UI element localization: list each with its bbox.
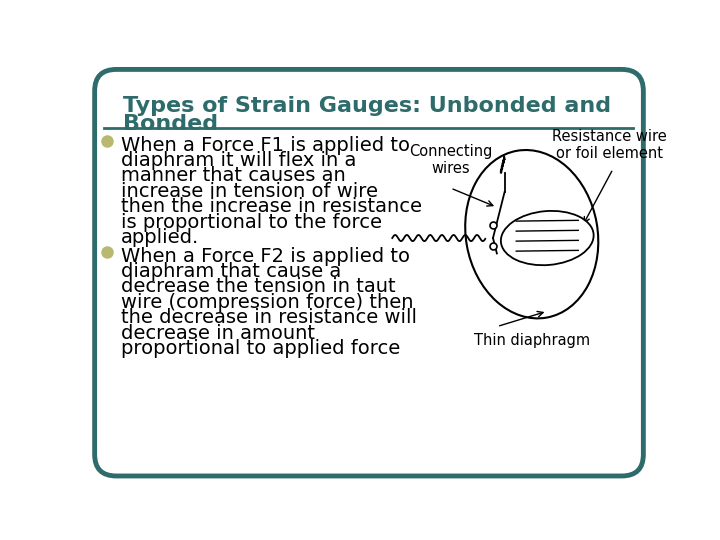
Text: proportional to applied force: proportional to applied force <box>121 339 400 358</box>
FancyBboxPatch shape <box>94 70 644 476</box>
Text: Types of Strain Gauges: Unbonded and: Types of Strain Gauges: Unbonded and <box>122 96 611 116</box>
Text: diaphram that cause a: diaphram that cause a <box>121 262 341 281</box>
Text: applied.: applied. <box>121 228 199 247</box>
Text: decrease in amount: decrease in amount <box>121 323 315 342</box>
Text: diaphram it will flex in a: diaphram it will flex in a <box>121 151 356 170</box>
Text: then the increase in resistance: then the increase in resistance <box>121 197 422 216</box>
Ellipse shape <box>501 211 593 265</box>
Ellipse shape <box>465 150 598 319</box>
Text: Thin diaphragm: Thin diaphragm <box>474 333 590 348</box>
Text: Connecting
wires: Connecting wires <box>409 144 492 177</box>
Text: manner that causes an: manner that causes an <box>121 166 346 185</box>
Text: is proportional to the force: is proportional to the force <box>121 213 382 232</box>
Text: wire (compression force) then: wire (compression force) then <box>121 293 413 312</box>
Text: Bonded: Bonded <box>122 114 217 134</box>
Text: When a Force F1 is applied to: When a Force F1 is applied to <box>121 136 410 154</box>
Text: When a Force F2 is applied to: When a Force F2 is applied to <box>121 247 410 266</box>
Text: decrease the tension in taut: decrease the tension in taut <box>121 278 395 296</box>
Text: Resistance wire
or foil element: Resistance wire or foil element <box>552 129 667 161</box>
Text: the decrease in resistance will: the decrease in resistance will <box>121 308 417 327</box>
Text: increase in tension of wire: increase in tension of wire <box>121 182 378 201</box>
